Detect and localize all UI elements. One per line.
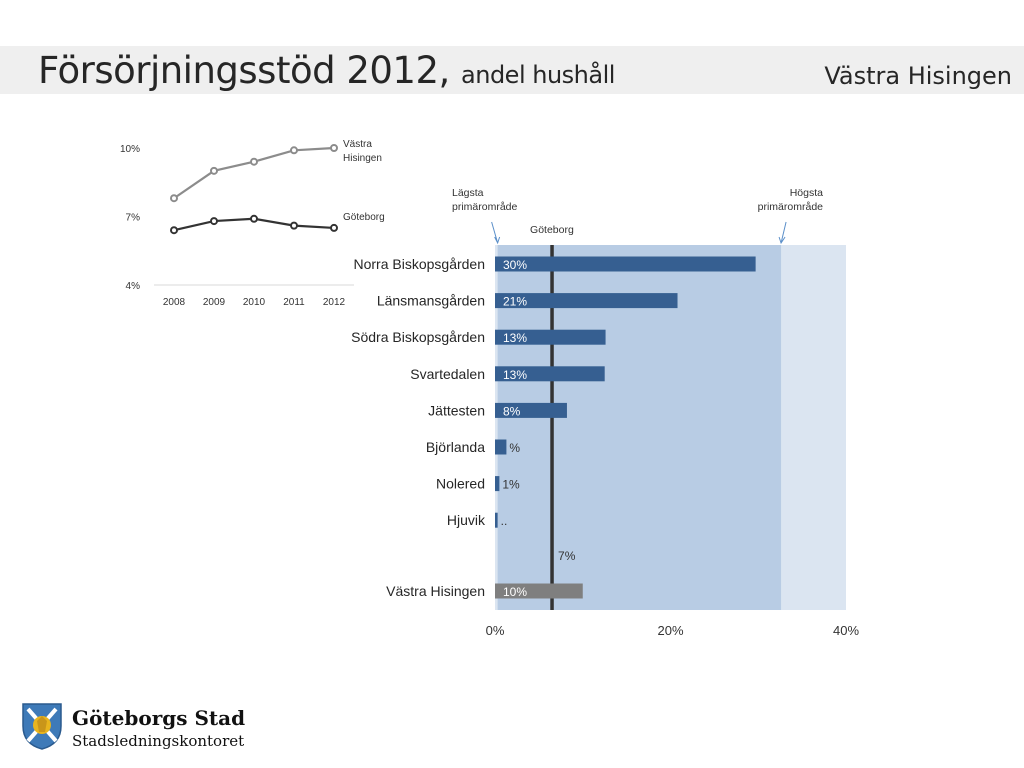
category-label: Nolered xyxy=(436,476,485,492)
bar xyxy=(495,476,500,492)
district-bar-chart: Lägsta primärområde Högsta primärområde Göte… xyxy=(351,187,859,638)
line-point xyxy=(210,217,218,226)
title-main: Försörjningsstöd 2012, xyxy=(38,49,450,92)
bar xyxy=(495,512,498,528)
highest-area-label: Högsta xyxy=(790,187,823,199)
line-x-tick-label: 2008 xyxy=(163,297,186,308)
line-point xyxy=(210,166,218,175)
bar-value-label: 21% xyxy=(503,295,527,309)
line-point xyxy=(170,194,178,203)
line-y-tick-label: 10% xyxy=(120,144,140,155)
region-label: Västra Hisingen xyxy=(824,62,1012,90)
line-point xyxy=(290,146,298,155)
highest-area-label: primärområde xyxy=(758,201,824,213)
bar-value-label: % xyxy=(509,441,520,455)
page-title: Försörjningsstöd 2012, andel hushåll xyxy=(38,49,615,92)
x-tick-label: 0% xyxy=(486,623,505,638)
total-bar xyxy=(495,583,583,599)
line-x-tick-label: 2009 xyxy=(203,297,226,308)
logo-department: Stadsledningskontoret xyxy=(72,732,245,750)
category-label: Jättesten xyxy=(428,402,485,418)
bar-value-label: 30% xyxy=(503,258,527,272)
goteborgs-stad-logo: Göteborgs Stad Stadsledningskontoret xyxy=(20,700,250,756)
bar xyxy=(495,366,605,382)
category-label: Länsmansgården xyxy=(377,293,485,309)
bar xyxy=(495,329,606,345)
line-x-tick-label: 2010 xyxy=(243,297,266,308)
city-crest-icon xyxy=(22,703,62,750)
trend-line-chart: 4% 7% 10% 2008 2009 2010 2011 2012 Västra Hisinge… xyxy=(120,139,385,308)
highest-area-arrow xyxy=(778,221,787,245)
line-point xyxy=(250,157,258,166)
title-sub: andel hushåll xyxy=(461,61,615,89)
bar xyxy=(495,256,756,272)
category-label: Svartedalen xyxy=(410,366,485,382)
line-point xyxy=(170,226,178,235)
x-tick-label: 20% xyxy=(657,623,683,638)
bar-value-label: .. xyxy=(501,514,508,528)
category-label: Hjuvik xyxy=(447,512,486,528)
logo-name: Göteborgs Stad xyxy=(72,706,246,730)
bar-value-label: 13% xyxy=(503,368,527,382)
bar-value-label: 1% xyxy=(502,478,520,492)
reference-value-label: 7% xyxy=(558,549,576,563)
bar xyxy=(495,402,567,418)
bar xyxy=(495,293,678,309)
total-value-label: 10% xyxy=(503,585,527,599)
bar-value-label: 13% xyxy=(503,331,527,345)
line-series-0 xyxy=(173,146,335,200)
bar-value-label: 8% xyxy=(503,404,521,418)
line-series-label: Västra xyxy=(343,139,372,150)
line-point xyxy=(330,144,338,152)
category-label: Norra Biskopsgården xyxy=(353,256,485,272)
total-category-label: Västra Hisingen xyxy=(386,583,485,599)
header-band xyxy=(0,46,1024,94)
bar xyxy=(495,439,507,455)
line-point xyxy=(290,221,298,230)
category-label: Södra Biskopsgården xyxy=(351,329,485,345)
lowest-area-label: Lägsta xyxy=(452,187,484,199)
lowest-area-label: primärområde xyxy=(452,201,518,213)
line-series-label: Hisingen xyxy=(343,153,382,164)
x-tick-label: 40% xyxy=(833,623,859,638)
lowest-area-arrow xyxy=(491,221,501,245)
line-x-tick-label: 2012 xyxy=(323,297,346,308)
line-x-tick-label: 2011 xyxy=(283,297,305,308)
line-point xyxy=(330,223,338,232)
category-label: Björlanda xyxy=(426,439,485,455)
line-y-tick-label: 4% xyxy=(126,281,141,292)
line-series-label: Göteborg xyxy=(343,212,385,223)
line-point xyxy=(250,214,258,223)
reference-label: Göteborg xyxy=(530,224,574,236)
line-y-tick-label: 7% xyxy=(126,213,141,224)
